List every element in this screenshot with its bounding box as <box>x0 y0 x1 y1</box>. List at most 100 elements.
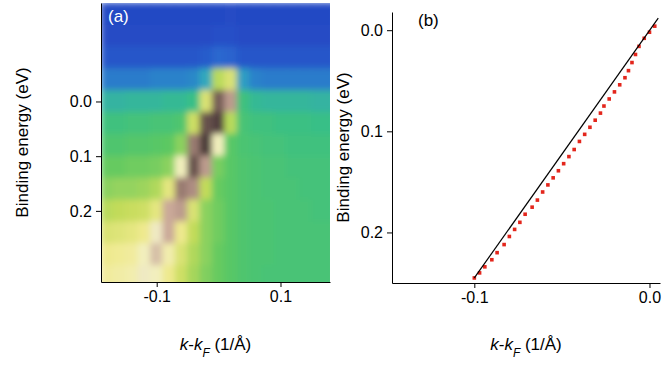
heatmap-cell <box>113 46 126 69</box>
y-tick-label: 0.2 <box>361 224 383 241</box>
heatmap-cell <box>237 199 250 222</box>
y-tick: 0.2 <box>361 224 392 241</box>
heatmap-cell <box>113 178 126 201</box>
heatmap-cell <box>162 24 175 47</box>
heatmap-cell <box>150 221 163 244</box>
heatmap-cell <box>175 221 188 244</box>
heatmap-cell <box>162 156 175 179</box>
heatmap-cell <box>212 199 225 222</box>
heatmap-cell <box>138 243 151 266</box>
heatmap-cell <box>249 243 262 266</box>
heatmap-cell <box>113 90 126 113</box>
heatmap-cell <box>212 90 225 113</box>
figure: -0.10.10.00.10.2k-kF (1/Å)Binding energy… <box>0 0 669 367</box>
heatmap-cell <box>162 112 175 135</box>
heatmap-cell <box>249 199 262 222</box>
point <box>562 162 566 166</box>
heatmap-cell <box>125 243 138 266</box>
heatmap-cell <box>212 178 225 201</box>
heatmap-cell <box>150 3 163 25</box>
heatmap-cells <box>101 3 330 282</box>
point <box>551 176 555 180</box>
heatmap-cell <box>101 265 114 282</box>
point <box>593 118 597 122</box>
heatmap-cell <box>200 178 213 201</box>
heatmap-cell <box>101 112 114 135</box>
x-axis-title: k-kF (1/Å) <box>180 335 252 360</box>
y-tick: 0.1 <box>361 123 392 140</box>
heatmap-cell <box>224 90 237 113</box>
heatmap-cell <box>274 68 287 91</box>
heatmap-cell <box>125 134 138 157</box>
heatmap-cell <box>323 221 330 244</box>
heatmap-cell <box>125 178 138 201</box>
heatmap-cell <box>323 265 330 282</box>
heatmap-cell <box>311 3 324 25</box>
y-tick-label: 0.2 <box>70 203 92 220</box>
x-tick-mark <box>280 282 281 287</box>
point <box>530 205 534 209</box>
heatmap-cell <box>138 134 151 157</box>
heatmap-cell <box>299 46 312 69</box>
panel-label: (a) <box>108 7 129 26</box>
heatmap-cell <box>113 112 126 135</box>
heatmap-cell <box>237 178 250 201</box>
heatmap-cell <box>150 68 163 91</box>
x-tick-label: 0.1 <box>270 288 292 305</box>
y-tick-mark <box>96 211 101 212</box>
y-tick: 0.1 <box>70 148 101 165</box>
heatmap-cell <box>311 156 324 179</box>
point <box>536 198 540 202</box>
heatmap-cell <box>150 199 163 222</box>
heatmap-cell <box>125 46 138 69</box>
heatmap-cell <box>200 221 213 244</box>
label-part: (1/Å) <box>520 335 562 354</box>
heatmap-cell <box>286 156 299 179</box>
heatmap-cell <box>187 178 200 201</box>
heatmap-cell <box>224 199 237 222</box>
heatmap-cell <box>125 156 138 179</box>
heatmap-cell <box>101 90 114 113</box>
heatmap-cell <box>299 265 312 282</box>
heatmap-cell <box>299 24 312 47</box>
point <box>613 90 617 94</box>
point <box>495 251 499 255</box>
y-axis-title: Binding energy (eV) <box>13 67 32 217</box>
heatmap-cell <box>299 90 312 113</box>
heatmap-cell <box>261 68 274 91</box>
heatmap-cell <box>212 221 225 244</box>
heatmap-cell <box>249 156 262 179</box>
heatmap-cell <box>138 265 151 282</box>
heatmap-cell <box>224 68 237 91</box>
heatmap-cell <box>187 24 200 47</box>
heatmap-cell <box>311 46 324 69</box>
heatmap-cell <box>175 265 188 282</box>
heatmap-cell <box>323 134 330 157</box>
heatmap-cell <box>138 68 151 91</box>
heatmap-cell <box>237 112 250 135</box>
heatmap-cell <box>200 68 213 91</box>
heatmap-cell <box>261 199 274 222</box>
x-tick-mark <box>157 282 158 287</box>
heatmap-cell <box>224 243 237 266</box>
heatmap-cell <box>261 243 274 266</box>
heatmap-cell <box>113 265 126 282</box>
heatmap-cell <box>299 243 312 266</box>
heatmap-cell <box>101 221 114 244</box>
heatmap-cell <box>138 199 151 222</box>
point <box>578 140 582 144</box>
point <box>572 148 576 152</box>
heatmap-cell <box>311 112 324 135</box>
heatmap-cell <box>162 199 175 222</box>
heatmap-cell <box>200 3 213 25</box>
heatmap-cell <box>224 221 237 244</box>
x-tick-label: -0.1 <box>461 289 489 306</box>
heatmap-cell <box>274 199 287 222</box>
heatmap-cell <box>224 112 237 135</box>
heatmap-cell <box>187 90 200 113</box>
heatmap-cell <box>175 178 188 201</box>
heatmap-cell <box>311 221 324 244</box>
heatmap-cell <box>138 112 151 135</box>
heatmap-cell <box>224 3 237 25</box>
heatmap-cell <box>150 178 163 201</box>
